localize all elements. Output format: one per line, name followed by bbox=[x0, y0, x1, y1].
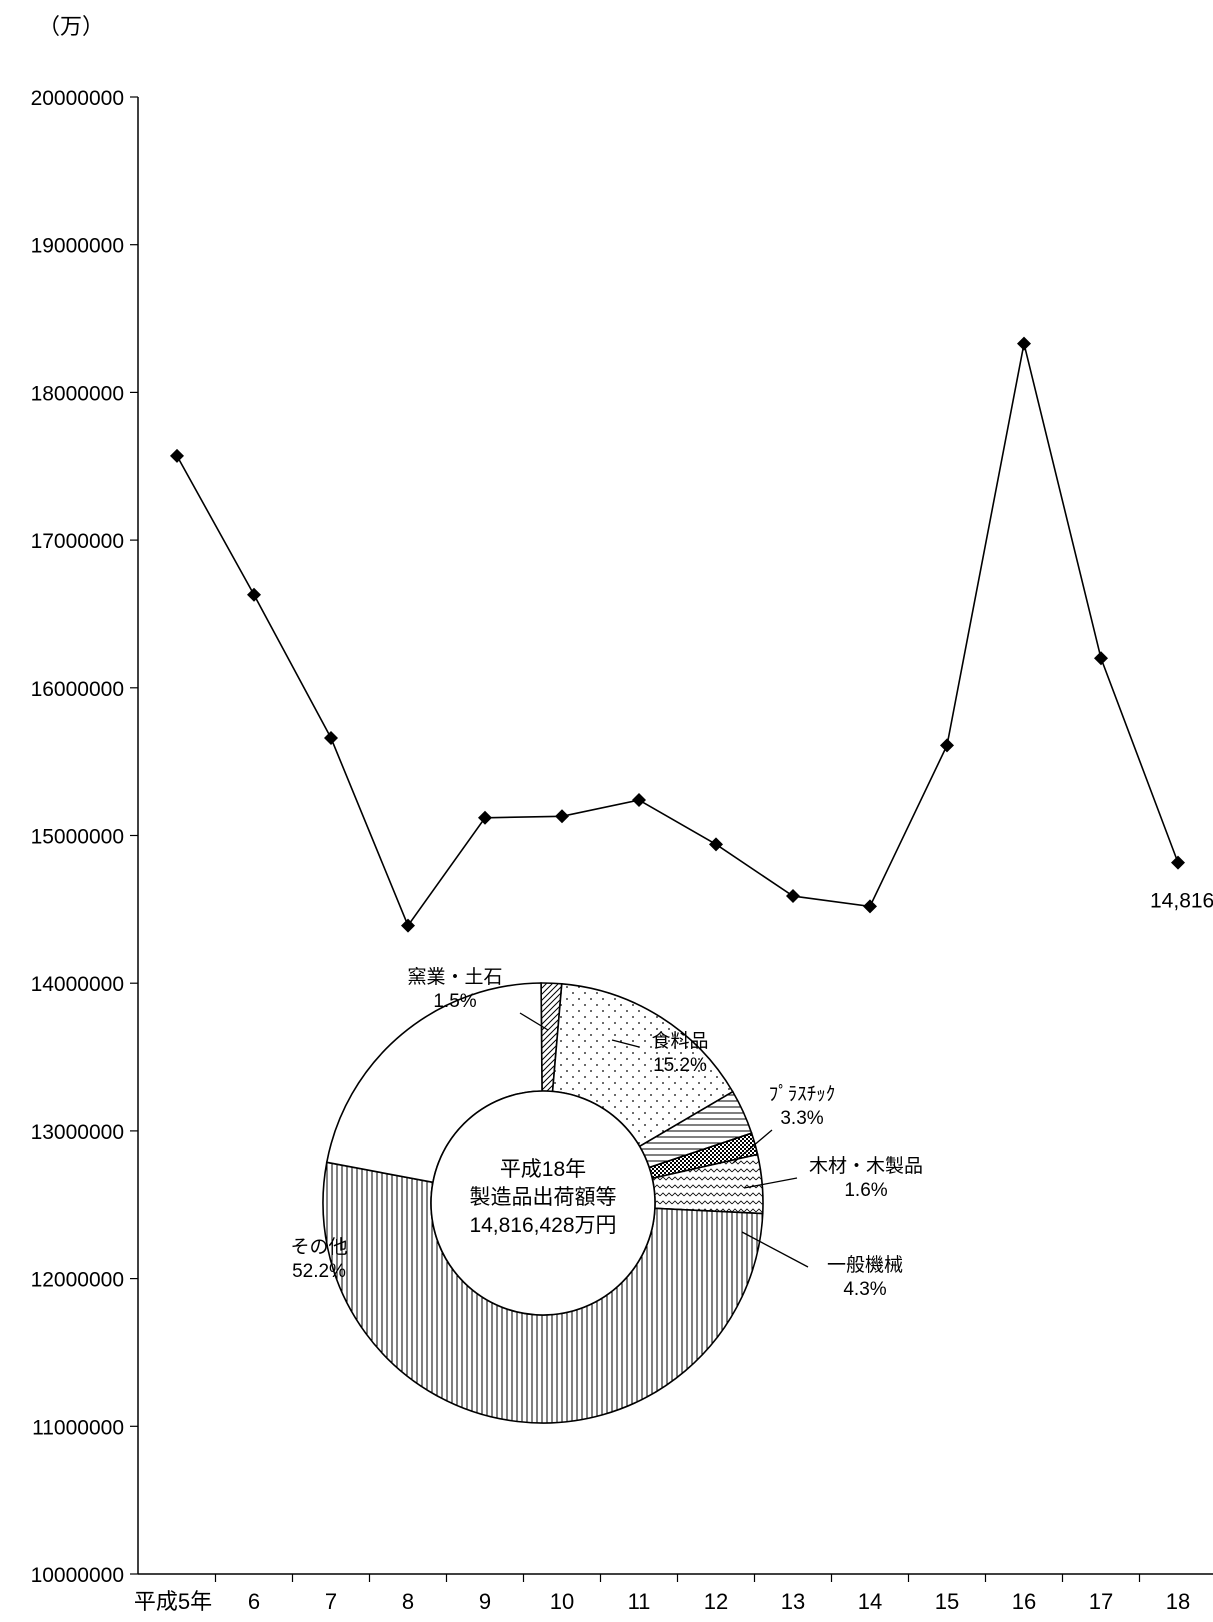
x-tick-label: 9 bbox=[479, 1589, 491, 1614]
y-tick-label: 16000000 bbox=[31, 678, 124, 701]
data-point-marker bbox=[555, 809, 569, 824]
x-tick-label: 17 bbox=[1089, 1589, 1113, 1614]
data-point-marker bbox=[1017, 336, 1031, 351]
data-point-marker bbox=[940, 738, 954, 753]
x-tick-label: 6 bbox=[248, 1589, 260, 1614]
slice-name-label: 木材・木製品 bbox=[809, 1155, 923, 1177]
y-tick-label: 11000000 bbox=[32, 1416, 124, 1439]
donut-center-label: 製造品出荷額等 bbox=[470, 1186, 617, 1209]
series-line bbox=[176, 343, 1179, 928]
slice-percent-label: 1.5% bbox=[433, 991, 476, 1012]
slice-percent-label: 3.3% bbox=[780, 1108, 823, 1129]
y-tick-label: 12000000 bbox=[31, 1269, 124, 1292]
y-tick-label: 14000000 bbox=[31, 973, 124, 996]
x-tick-label: 12 bbox=[704, 1589, 728, 1614]
last-point-data-label: 14,816,428 bbox=[1150, 890, 1213, 913]
x-tick-label: 13 bbox=[781, 1589, 805, 1614]
x-tick-label: 11 bbox=[628, 1589, 651, 1614]
data-point-marker bbox=[632, 793, 646, 808]
x-tick-label: 18 bbox=[1166, 1589, 1190, 1614]
x-tick-label: 14 bbox=[858, 1589, 882, 1614]
x-tick-label: 10 bbox=[550, 1589, 574, 1614]
slice-leader-line bbox=[741, 1231, 809, 1268]
slice-leader-line bbox=[732, 1129, 773, 1164]
y-tick-label: 17000000 bbox=[31, 530, 124, 553]
y-axis: 20000000 19000000 18000000 17000000 16000000… bbox=[31, 87, 139, 1587]
slice-name-label: その他 bbox=[290, 1236, 347, 1258]
y-tick-label: 20000000 bbox=[31, 87, 124, 110]
data-point-marker bbox=[863, 899, 877, 914]
slice-percent-label: 1.6% bbox=[844, 1180, 887, 1201]
x-axis: 平成5年 6 7 8 9 10 11 12 13 14 15 16 17 18 bbox=[134, 1573, 1213, 1614]
data-point-marker bbox=[324, 731, 338, 746]
line-series: 14,816,428 bbox=[170, 336, 1213, 933]
slice-name-label: 窯業・土石 bbox=[407, 966, 502, 988]
slice-leader-line bbox=[743, 1177, 798, 1189]
donut-hole bbox=[430, 1090, 656, 1316]
y-tick-label: 10000000 bbox=[31, 1564, 124, 1587]
data-point-marker bbox=[709, 837, 723, 852]
slice-percent-label: 15.2% bbox=[653, 1055, 707, 1076]
slice-name-label: 一般機械 bbox=[827, 1254, 903, 1276]
slice-percent-label: 52.2% bbox=[292, 1261, 346, 1282]
x-tick-label: 8 bbox=[402, 1589, 414, 1614]
donut-chart bbox=[322, 982, 764, 1424]
x-tick-label: 7 bbox=[325, 1589, 337, 1614]
y-tick-label: 19000000 bbox=[31, 235, 124, 258]
data-point-marker bbox=[1171, 855, 1185, 870]
data-point-marker bbox=[401, 918, 415, 933]
data-point-marker bbox=[786, 889, 800, 904]
slice-name-label: 食料品 bbox=[651, 1030, 708, 1052]
donut-center-label: 14,816,428万円 bbox=[469, 1214, 616, 1237]
y-tick-label: 15000000 bbox=[31, 826, 124, 849]
x-tick-label: 15 bbox=[935, 1589, 959, 1614]
slice-name-label: ﾌﾟﾗｽﾁｯｸ bbox=[769, 1083, 836, 1105]
y-tick-label: 13000000 bbox=[31, 1121, 124, 1144]
data-point-marker bbox=[247, 587, 261, 602]
y-tick-label: 18000000 bbox=[31, 382, 124, 405]
data-point-marker bbox=[478, 810, 492, 825]
x-tick-label: 16 bbox=[1012, 1589, 1036, 1614]
slice-percent-label: 4.3% bbox=[843, 1279, 886, 1300]
slice-leader-line bbox=[611, 1039, 640, 1048]
donut-center-label: 平成18年 bbox=[500, 1158, 586, 1181]
slice-leader-line bbox=[519, 1012, 549, 1031]
data-point-marker bbox=[170, 448, 184, 463]
x-tick-label: 平成5年 bbox=[134, 1589, 212, 1614]
data-point-marker bbox=[1094, 651, 1108, 666]
y-unit-label: （万） bbox=[38, 14, 104, 39]
